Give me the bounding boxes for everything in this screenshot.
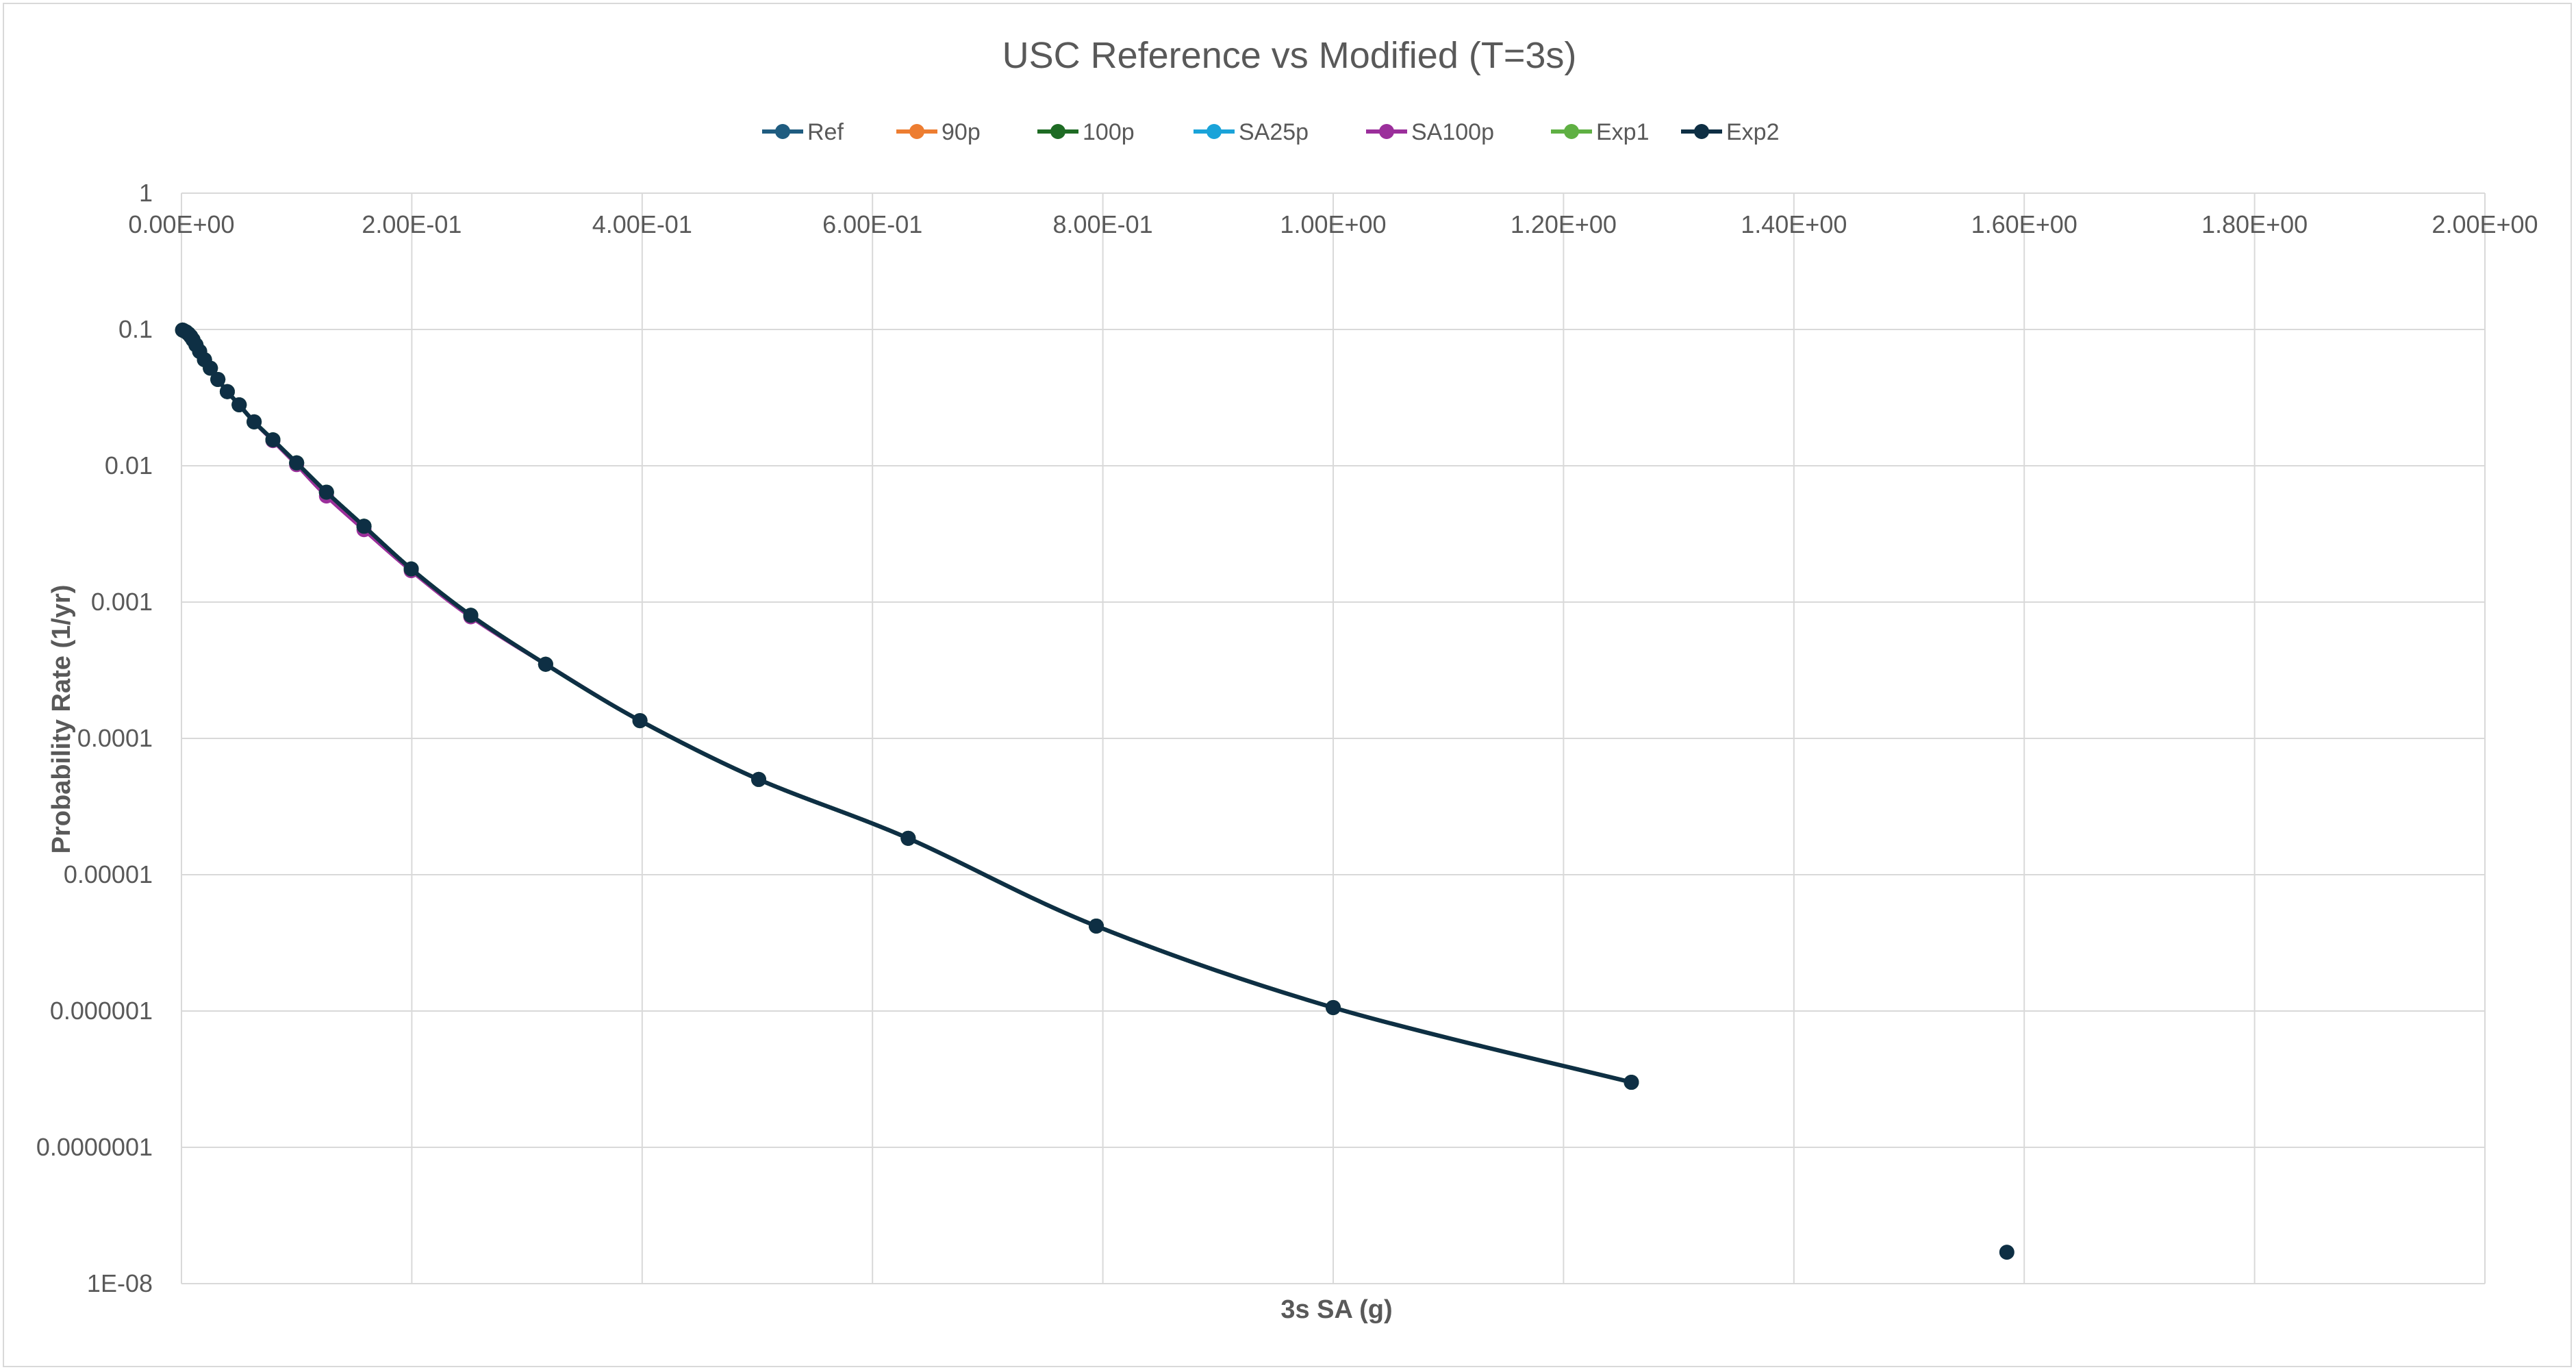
- y-tick-label: 1E-08: [87, 1269, 153, 1297]
- data-point: [900, 830, 916, 846]
- legend-marker: [1694, 124, 1709, 139]
- data-point: [1089, 918, 1104, 934]
- legend-marker: [1207, 124, 1222, 139]
- data-point: [231, 397, 247, 413]
- data-point: [1999, 1245, 2015, 1260]
- legend-label: Exp2: [1726, 119, 1780, 145]
- chart-title: USC Reference vs Modified (T=3s): [1002, 35, 1577, 76]
- y-tick-label: 0.00001: [64, 860, 153, 888]
- x-tick-label: 4.00E-01: [592, 210, 692, 238]
- y-tick-label: 0.000001: [50, 997, 153, 1025]
- series-line: [181, 328, 1632, 1084]
- legend-item: SA100p: [1366, 119, 1494, 145]
- series-line: [181, 328, 1632, 1084]
- chart-svg: USC Reference vs Modified (T=3s) Ref 90p 1…: [36, 35, 2538, 1324]
- legend-marker: [1050, 124, 1065, 139]
- y-tick-label: 0.1: [118, 315, 153, 343]
- legend-item: SA25p: [1194, 119, 1309, 145]
- legend-item: Ref: [762, 119, 844, 145]
- chart-gridlines: [181, 192, 2486, 1284]
- data-point: [1326, 999, 1341, 1015]
- legend-item: 90p: [896, 119, 981, 145]
- data-point: [632, 713, 648, 729]
- data-point: [289, 455, 305, 471]
- legend-label: SA100p: [1411, 119, 1494, 145]
- series-exp1: [175, 322, 1639, 1090]
- data-point: [463, 608, 479, 623]
- x-tick-label: 1.40E+00: [1741, 210, 1847, 238]
- series-exp2: [175, 322, 2015, 1260]
- series-sa25p: [175, 322, 1639, 1090]
- legend-item: Exp1: [1551, 119, 1650, 145]
- series-line: [181, 328, 1632, 1084]
- x-tick-label: 1.00E+00: [1280, 210, 1386, 238]
- x-tick-label: 2.00E+00: [2432, 210, 2538, 238]
- series-90p: [175, 322, 1639, 1090]
- legend-label: SA25p: [1239, 119, 1309, 145]
- series-ref: [175, 322, 1639, 1090]
- data-point: [203, 360, 218, 376]
- y-tick-label: 0.0000001: [36, 1133, 153, 1161]
- series-100p: [175, 322, 1639, 1090]
- data-point: [219, 384, 235, 399]
- y-tick-label: 0.001: [91, 588, 153, 616]
- data-point: [403, 561, 419, 577]
- series-line: [181, 328, 1632, 1084]
- data-point: [751, 771, 767, 787]
- y-tick-label: 0.0001: [77, 724, 153, 752]
- x-axis-tick-labels: 0.00E+00 2.00E-01 4.00E-01 6.00E-01 8.00E-01…: [128, 210, 2538, 238]
- y-axis-tick-labels: 1 0.1 0.01 0.001 0.0001 0.00001 0.000001 0.0000…: [36, 179, 153, 1297]
- data-point: [1624, 1075, 1639, 1090]
- x-tick-label: 1.80E+00: [2201, 210, 2308, 238]
- data-point: [538, 656, 553, 672]
- chart-series: [175, 322, 2015, 1260]
- data-point: [265, 432, 281, 448]
- series-line: [181, 328, 1632, 1084]
- legend-label: Ref: [807, 119, 844, 145]
- x-tick-label: 1.20E+00: [1511, 210, 1617, 238]
- x-tick-label: 6.00E-01: [822, 210, 922, 238]
- data-point: [318, 484, 334, 500]
- legend-marker: [775, 124, 790, 139]
- y-tick-label: 1: [139, 179, 153, 207]
- data-point: [210, 371, 226, 387]
- legend-marker: [909, 124, 924, 139]
- data-point: [247, 414, 262, 429]
- data-point: [356, 519, 372, 534]
- series-line: [181, 328, 1632, 1084]
- chart-frame: USC Reference vs Modified (T=3s) Ref 90p 1…: [3, 3, 2572, 1367]
- legend-label: Exp1: [1596, 119, 1650, 145]
- x-tick-label: 2.00E-01: [362, 210, 462, 238]
- series-line: [181, 328, 1632, 1084]
- x-axis-title: 3s SA (g): [1280, 1295, 1392, 1324]
- x-tick-label: 1.60E+00: [1971, 210, 2078, 238]
- y-tick-label: 0.01: [105, 451, 153, 479]
- legend-label: 90p: [942, 119, 981, 145]
- series-sa100p: [175, 322, 1639, 1090]
- legend-item: Exp2: [1681, 119, 1780, 145]
- x-tick-label: 0.00E+00: [128, 210, 234, 238]
- y-axis-title: Probability Rate (1/yr): [47, 585, 76, 854]
- legend-marker: [1379, 124, 1394, 139]
- legend-marker: [1564, 124, 1579, 139]
- legend-label: 100p: [1083, 119, 1135, 145]
- legend-item: 100p: [1037, 119, 1135, 145]
- x-tick-label: 8.00E-01: [1053, 210, 1153, 238]
- chart-legend: Ref 90p 100p SA25p SA100p Exp1 Exp2: [762, 119, 1780, 145]
